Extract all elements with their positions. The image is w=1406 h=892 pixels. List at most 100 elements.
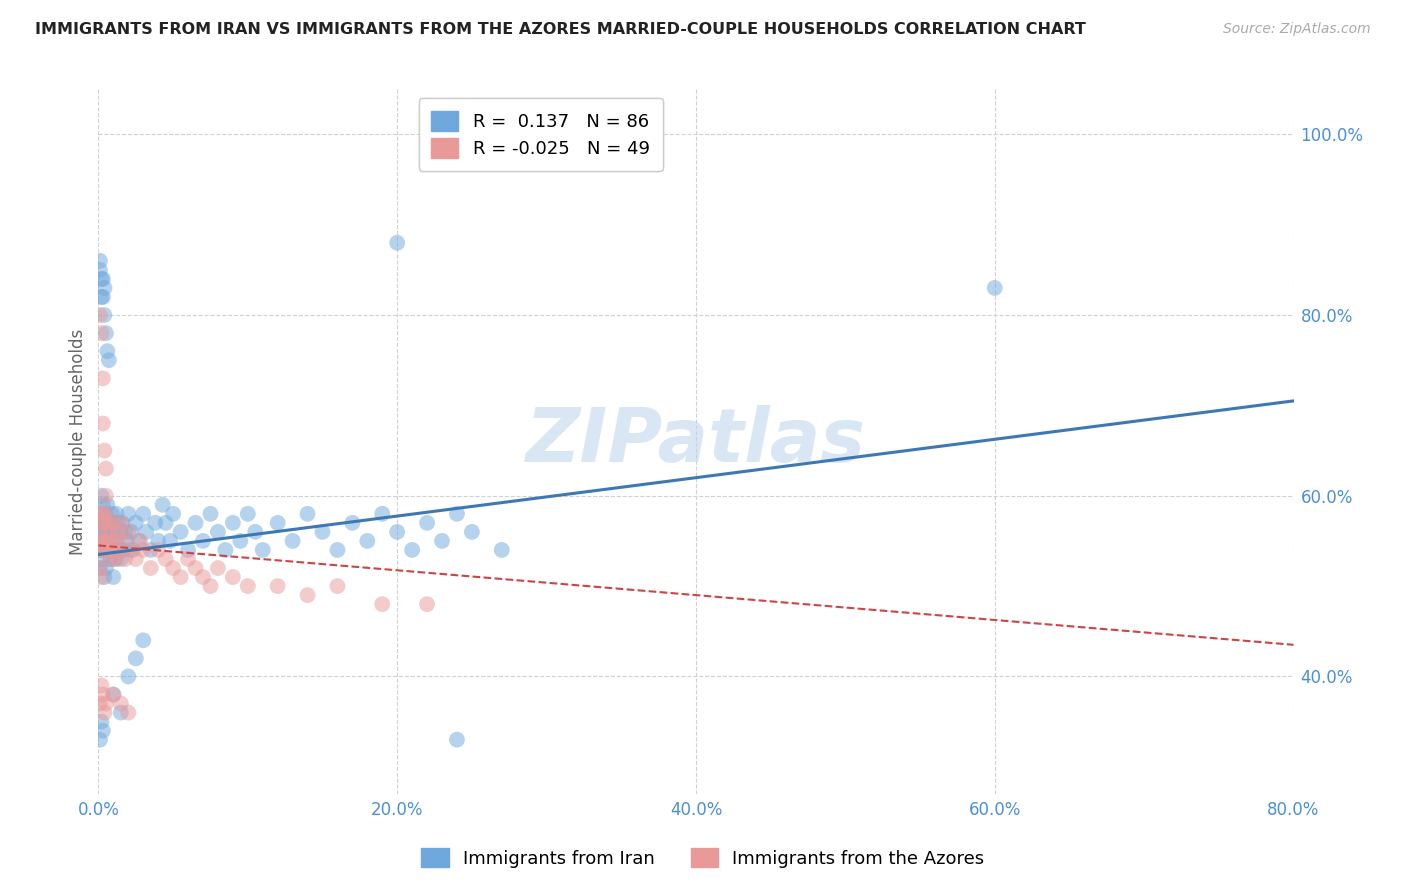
Point [90, 570, 112, 584]
Point [446, 732, 468, 747]
Point [416, 597, 439, 611]
Point [416, 516, 439, 530]
Point [155, 516, 177, 530]
Point [430, 533, 453, 548]
Point [89, 253, 111, 268]
Point [101, 507, 124, 521]
Point [200, 507, 222, 521]
Point [169, 570, 191, 584]
Legend: R =  0.137   N = 86, R = -0.025   N = 49: R = 0.137 N = 86, R = -0.025 N = 49 [419, 98, 662, 170]
Point [103, 516, 125, 530]
Point [94, 561, 117, 575]
Point [114, 552, 136, 566]
Point [162, 507, 184, 521]
Point [93, 443, 115, 458]
Point [104, 533, 127, 548]
Point [89, 533, 111, 548]
Point [111, 533, 134, 548]
Point [90, 516, 112, 530]
Point [97, 353, 120, 368]
Point [297, 507, 319, 521]
Point [342, 516, 364, 530]
Point [214, 543, 236, 558]
Point [120, 524, 142, 539]
Point [110, 697, 132, 711]
Point [117, 507, 139, 521]
Point [91, 498, 114, 512]
Point [461, 524, 484, 539]
Text: IMMIGRANTS FROM IRAN VS IMMIGRANTS FROM THE AZORES MARRIED-COUPLE HOUSEHOLDS COR: IMMIGRANTS FROM IRAN VS IMMIGRANTS FROM … [35, 22, 1085, 37]
Point [91, 371, 114, 385]
Point [110, 552, 132, 566]
Point [281, 533, 304, 548]
Point [125, 552, 148, 566]
Text: Source: ZipAtlas.com: Source: ZipAtlas.com [1223, 22, 1371, 37]
Point [103, 688, 125, 702]
Point [120, 543, 142, 558]
Point [114, 524, 136, 539]
Point [89, 732, 111, 747]
Point [121, 543, 143, 558]
Point [143, 516, 166, 530]
Point [90, 516, 112, 530]
Point [90, 714, 112, 729]
Point [236, 579, 259, 593]
Point [89, 263, 111, 277]
Point [91, 723, 114, 738]
Point [110, 524, 132, 539]
Point [132, 543, 155, 558]
Point [105, 552, 128, 566]
Point [93, 281, 115, 295]
Point [311, 524, 333, 539]
Point [94, 697, 117, 711]
Point [90, 272, 112, 286]
Point [184, 561, 207, 575]
Point [222, 516, 245, 530]
Point [93, 570, 115, 584]
Point [125, 651, 148, 665]
Point [184, 516, 207, 530]
Point [89, 697, 111, 711]
Point [108, 543, 131, 558]
Point [94, 489, 117, 503]
Point [90, 290, 112, 304]
Point [91, 524, 114, 539]
Point [104, 524, 127, 539]
Point [177, 552, 200, 566]
Point [491, 543, 513, 558]
Point [89, 561, 111, 575]
Point [91, 552, 114, 566]
Point [326, 579, 349, 593]
Point [91, 533, 114, 548]
Point [385, 524, 409, 539]
Point [90, 489, 112, 503]
Point [245, 524, 267, 539]
Point [326, 543, 349, 558]
Point [125, 516, 148, 530]
Point [96, 524, 118, 539]
Point [229, 533, 252, 548]
Point [356, 533, 378, 548]
Point [267, 516, 290, 530]
Point [89, 507, 111, 521]
Point [101, 543, 124, 558]
Point [96, 344, 118, 359]
Point [984, 281, 1007, 295]
Point [236, 507, 259, 521]
Point [89, 524, 111, 539]
Point [91, 688, 114, 702]
Point [110, 706, 132, 720]
Point [103, 543, 125, 558]
Point [93, 543, 115, 558]
Point [98, 552, 122, 566]
Y-axis label: Married-couple Households: Married-couple Households [69, 328, 87, 555]
Point [110, 516, 132, 530]
Point [97, 533, 120, 548]
Point [132, 507, 155, 521]
Point [91, 272, 114, 286]
Point [139, 561, 162, 575]
Point [128, 533, 150, 548]
Point [94, 533, 117, 548]
Point [162, 561, 184, 575]
Point [371, 597, 394, 611]
